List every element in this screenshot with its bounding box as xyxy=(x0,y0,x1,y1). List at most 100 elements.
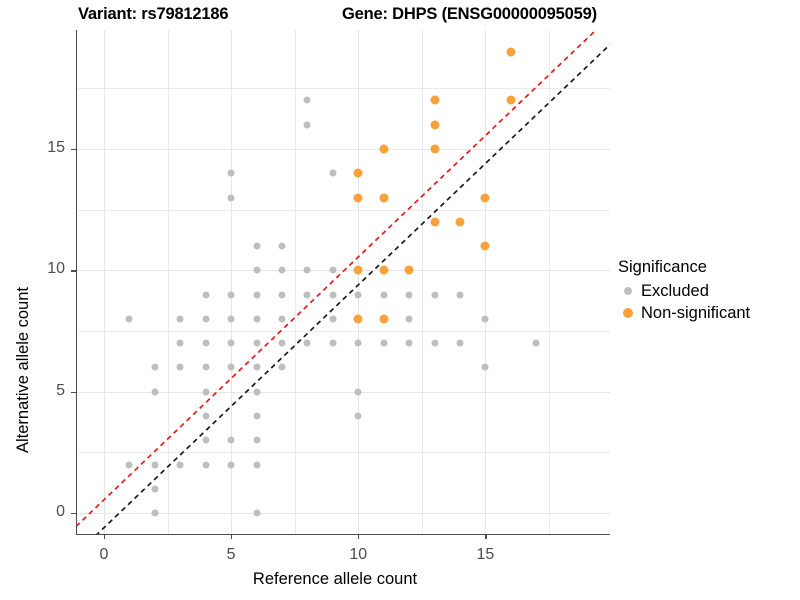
legend-item-non-significant[interactable]: Non-significant xyxy=(618,302,796,324)
y-tick-mark xyxy=(71,148,76,151)
nonsignificant-dot xyxy=(623,308,633,318)
data-point-excluded xyxy=(278,363,286,371)
gridline-y-minor xyxy=(76,452,610,454)
data-point-nonsig xyxy=(353,168,363,178)
data-point-excluded xyxy=(405,339,413,347)
data-point-excluded xyxy=(253,266,261,274)
gridline-x-major xyxy=(103,30,105,535)
data-point-excluded xyxy=(125,461,133,469)
data-point-excluded xyxy=(380,291,388,299)
data-point-excluded xyxy=(278,315,286,323)
variant-title: Variant: rs79812186 xyxy=(78,5,229,23)
y-axis-line xyxy=(76,30,78,535)
data-point-excluded xyxy=(227,194,235,202)
data-point-excluded xyxy=(253,412,261,420)
data-point-excluded xyxy=(176,461,184,469)
data-point-nonsig xyxy=(379,314,389,324)
data-point-excluded xyxy=(278,242,286,250)
data-point-excluded xyxy=(202,461,210,469)
legend-item-label: Non-significant xyxy=(641,303,751,322)
y-tick-label: 15 xyxy=(47,138,65,156)
data-point-nonsig xyxy=(379,193,389,203)
legend-items: Excluded Non-significant xyxy=(618,280,796,324)
data-point-excluded xyxy=(354,412,362,420)
gridline-x-major xyxy=(231,30,233,535)
data-point-excluded xyxy=(253,315,261,323)
data-point-nonsig xyxy=(430,120,440,130)
data-point-excluded xyxy=(456,339,464,347)
x-tick-mark xyxy=(103,534,106,539)
data-point-excluded xyxy=(227,363,235,371)
data-point-excluded xyxy=(329,291,337,299)
gridline-x-minor xyxy=(421,30,423,535)
data-point-excluded xyxy=(329,266,337,274)
data-point-excluded xyxy=(253,363,261,371)
x-tick-mark xyxy=(231,534,233,539)
data-point-excluded xyxy=(176,363,184,371)
data-point-excluded xyxy=(227,339,235,347)
data-point-nonsig xyxy=(430,144,440,154)
gridline-x-minor xyxy=(294,30,296,535)
data-point-excluded xyxy=(405,315,413,323)
data-point-excluded xyxy=(303,266,311,274)
data-point-excluded xyxy=(176,339,184,347)
excluded-dot xyxy=(624,287,632,295)
data-point-excluded xyxy=(253,388,261,396)
data-point-excluded xyxy=(253,242,261,250)
data-point-excluded xyxy=(151,485,159,493)
data-point-excluded xyxy=(202,436,210,444)
data-point-excluded xyxy=(253,339,261,347)
data-point-excluded xyxy=(354,339,362,347)
y-tick-label: 10 xyxy=(47,260,65,278)
data-point-excluded xyxy=(202,412,210,420)
gridline-x-minor xyxy=(548,30,550,535)
data-point-excluded xyxy=(431,291,439,299)
legend-item-excluded[interactable]: Excluded xyxy=(618,280,796,302)
gridline-y-minor xyxy=(76,331,610,333)
data-point-nonsig xyxy=(480,193,490,203)
x-tick-label: 5 xyxy=(226,546,236,563)
data-point-excluded xyxy=(227,315,235,323)
x-axis-line xyxy=(76,533,610,536)
gridline-y-major xyxy=(76,148,610,150)
data-point-nonsig xyxy=(379,144,389,154)
gridline-y-major xyxy=(76,391,610,393)
data-point-excluded xyxy=(354,291,362,299)
x-tick-mark xyxy=(358,534,360,539)
y-tick-mark xyxy=(71,270,76,272)
data-point-excluded xyxy=(253,461,261,469)
gridline-x-major xyxy=(358,30,360,535)
data-point-nonsig xyxy=(404,265,414,275)
data-point-excluded xyxy=(151,461,159,469)
data-point-excluded xyxy=(481,315,489,323)
data-point-nonsig xyxy=(506,95,516,105)
data-point-excluded xyxy=(202,363,210,371)
data-point-nonsig xyxy=(430,95,440,105)
data-point-excluded xyxy=(278,291,286,299)
data-point-excluded xyxy=(151,509,159,517)
x-axis-title: Reference allele count xyxy=(252,570,418,588)
data-point-excluded xyxy=(431,339,439,347)
data-point-excluded xyxy=(227,291,235,299)
data-point-excluded xyxy=(303,291,311,299)
gridline-y-minor xyxy=(76,209,610,211)
data-point-excluded xyxy=(125,315,133,323)
data-point-excluded xyxy=(456,291,464,299)
gridline-x-minor xyxy=(167,30,169,535)
reference-lines-layer xyxy=(76,30,610,535)
x-tick-label: 0 xyxy=(99,546,109,563)
data-point-excluded xyxy=(354,388,362,396)
data-point-nonsig xyxy=(480,241,490,251)
data-point-nonsig xyxy=(430,217,440,227)
data-point-excluded xyxy=(227,436,235,444)
data-point-excluded xyxy=(278,266,286,274)
legend-title: Significance xyxy=(618,258,707,276)
data-point-excluded xyxy=(329,169,337,177)
red-dashed-line xyxy=(76,30,598,528)
data-point-excluded xyxy=(532,339,540,347)
black-dashed-line xyxy=(95,43,610,535)
data-point-excluded xyxy=(329,339,337,347)
data-point-excluded xyxy=(380,339,388,347)
data-point-excluded xyxy=(253,436,261,444)
